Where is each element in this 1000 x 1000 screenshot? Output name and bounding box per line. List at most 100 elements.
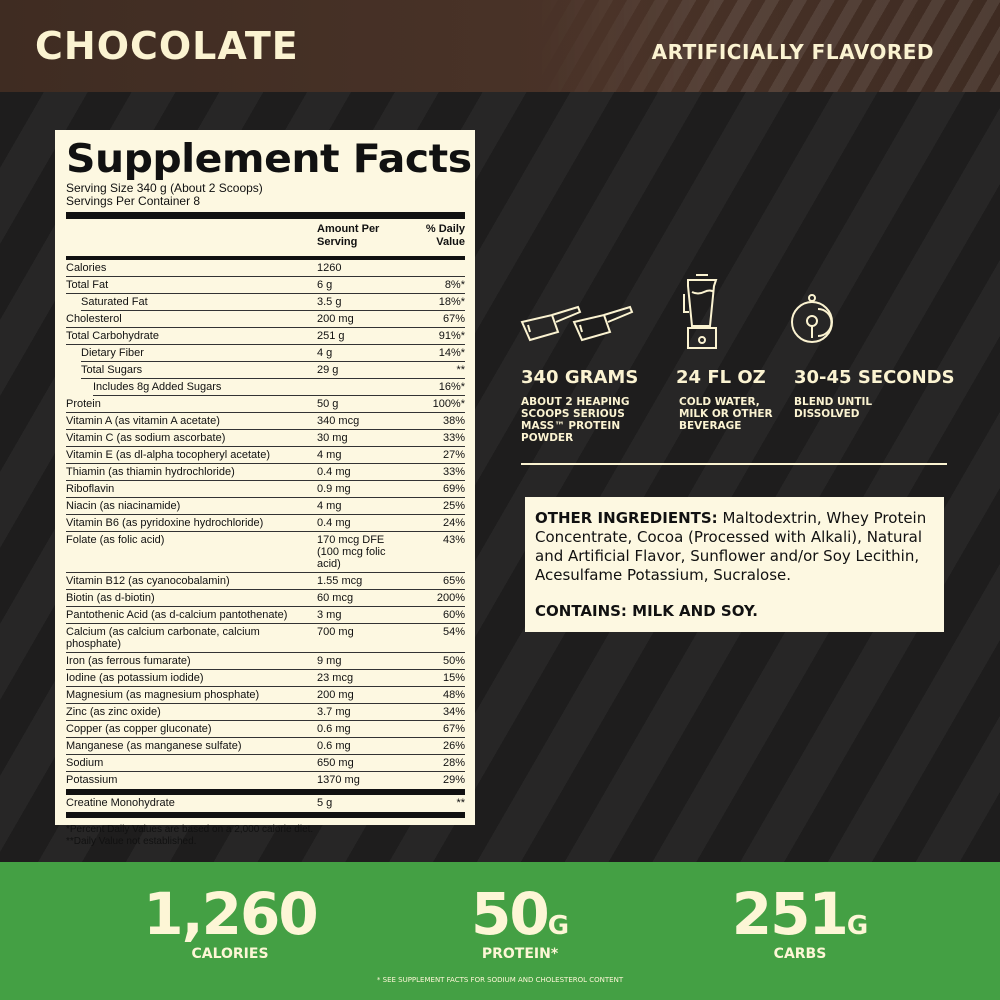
nutrient-name: Vitamin C (as sodium ascorbate) [66,432,226,444]
calories-value: 1,260 [130,880,330,948]
value: 50 [470,880,550,948]
nutrient-name: Total Fat [66,279,109,291]
nutrient-dv: 24% [442,517,465,529]
nutrient-dv: ** [456,364,465,376]
nutrient-dv: 54% [442,626,465,638]
supplement-facts-panel: Supplement Facts Serving Size 340 g (Abo… [55,130,475,847]
nutrient-name: Total Carbohydrate [66,330,159,342]
table-row: Pantothenic Acid (as d-calcium pantothen… [66,607,465,624]
nutrient-dv: 34% [442,706,465,718]
table-row: Creatine Monohydrate 5 g ** [66,795,465,812]
value: 1,260 [143,880,318,948]
nutrient-dv: 60% [442,609,465,621]
footnote: *Percent Daily Values are based on a 2,0… [66,823,314,835]
direction-desc: COLD WATER, MILK OR OTHER BEVERAGE [679,396,773,432]
nutrient-amount [317,381,405,393]
nutrient-amount: 0.9 mg [317,483,351,495]
nutrient-amount: 3.5 g [317,296,342,308]
nutrient-amount: 0.4 mg [317,517,351,529]
ingredients-text: Maltodextrin, Whey Protein Concentrate, … [535,509,927,584]
nutrient-amount: 0.6 mg [317,740,351,752]
table-row: Biotin (as d-biotin) 60 mcg 200% [66,590,465,607]
nutrient-amount: 650 mg [317,757,354,769]
direction-title: 340 GRAMS [521,367,639,388]
table-row: Thiamin (as thiamin hydrochloride) 0.4 mg… [66,464,465,481]
nutrient-dv: 50% [442,655,465,667]
table-row: Protein 50 g 100%* [66,396,465,413]
footnote: **Daily Value not established. [66,835,197,847]
facts-title: Supplement Facts [66,137,472,182]
table-row: Sodium 650 mg 28% [66,755,465,772]
nutrient-dv: 38% [442,415,465,427]
facts-header: Amount Per Serving % Daily Value [66,219,465,256]
nutrient-name: Vitamin A (as vitamin A acetate) [66,415,220,427]
nutrient-dv: 28% [442,757,465,769]
nutrient-amount: 1260 [317,262,342,274]
facts-rows: Calories 1260 Total Fat 6 g 8%* Saturated Fat… [66,260,465,789]
nutrient-dv: 29% [442,774,465,786]
nutrient-amount: 200 mg [317,689,354,701]
nutrient-amount: 200 mg [317,313,354,325]
table-row: Total Sugars 29 g ** [81,362,465,379]
nutrient-name: Protein [66,398,101,410]
highlight-footnote: * SEE SUPPLEMENT FACTS FOR SODIUM AND CH… [376,976,624,984]
table-row: Total Fat 6 g 8%* [66,277,465,294]
carbs-label: CARBS [773,946,827,962]
nutrient-dv: ** [456,796,465,809]
serving-size: Serving Size 340 g (About 2 Scoops) [66,181,263,195]
table-row: Cholesterol 200 mg 67% [66,311,465,328]
nutrient-name: Includes 8g Added Sugars [93,381,222,393]
nutrient-dv: 200% [436,592,465,604]
flavor-note: ARTIFICIALLY FLAVORED [651,40,934,64]
highlights-bar [0,862,1000,1000]
nutrient-amount: 1.55 mcg [317,575,363,587]
amount-header: Amount Per Serving [317,223,380,248]
nutrient-amount: 29 g [317,364,339,376]
nutrient-name: Iron (as ferrous fumarate) [66,655,191,667]
nutrient-amount: 340 mcg [317,415,360,427]
nutrient-dv: 100%* [432,398,465,410]
divider [66,256,465,260]
nutrient-name: Magnesium (as magnesium phosphate) [66,689,260,701]
table-row: Vitamin B12 (as cyanocobalamin) 1.55 mcg 6… [66,573,465,590]
nutrient-dv: 48% [442,689,465,701]
table-row: Vitamin A (as vitamin A acetate) 340 mcg 3… [66,413,465,430]
direction-desc: ABOUT 2 HEAPING SCOOPS SERIOUS MASS™ PRO… [521,396,630,444]
nutrient-amount: 50 g [317,398,339,410]
nutrient-name: Biotin (as d-biotin) [66,592,155,604]
carbs-value: 251G [700,880,900,948]
nutrient-amount: 60 mcg [317,592,354,604]
nutrient-amount: 170 mcg DFE (100 mcg folic acid) [317,534,386,570]
nutrient-dv: 65% [442,575,465,587]
table-row: Calories 1260 [66,260,465,277]
nutrient-amount: 23 mcg [317,672,354,684]
ingredients-label: OTHER INGREDIENTS: [535,509,718,527]
flavor-name: CHOCOLATE [35,24,299,68]
table-row: Vitamin E (as dl-alpha tocopheryl acetat… [66,447,465,464]
table-row: Folate (as folic acid) 170 mcg DFE (100 m… [66,532,465,573]
calories-label: CALORIES [191,946,269,962]
nutrient-name: Potassium [66,774,118,786]
nutrient-amount: 3 mg [317,609,342,621]
nutrient-dv: 67% [442,723,465,735]
nutrient-name: Vitamin B12 (as cyanocobalamin) [66,575,230,587]
servings-per-container: Servings Per Container 8 [66,194,201,208]
protein-value: 50G [420,880,620,948]
table-row: Magnesium (as magnesium phosphate) 200 mg… [66,687,465,704]
nutrient-dv: 91%* [438,330,465,342]
divider [66,788,465,795]
nutrient-amount: 0.6 mg [317,723,351,735]
nutrient-dv: 69% [442,483,465,495]
nutrient-name: Pantothenic Acid (as d-calcium pantothen… [66,609,288,621]
table-row: Saturated Fat 3.5 g 18%* [81,294,465,311]
table-row: Dietary Fiber 4 g 14%* [81,345,465,362]
nutrient-amount: 1370 mg [317,774,360,786]
flavor-banner: CHOCOLATE ARTIFICIALLY FLAVORED [0,0,1000,92]
nutrient-name: Calories [66,262,107,274]
nutrient-name: Thiamin (as thiamin hydrochloride) [66,466,235,478]
blender-icon [683,274,718,349]
nutrient-amount: 4 mg [317,449,342,461]
nutrient-dv: 8%* [444,279,465,291]
nutrient-name: Vitamin E (as dl-alpha tocopheryl acetat… [66,449,271,461]
nutrient-amount: 30 mg [317,432,348,444]
